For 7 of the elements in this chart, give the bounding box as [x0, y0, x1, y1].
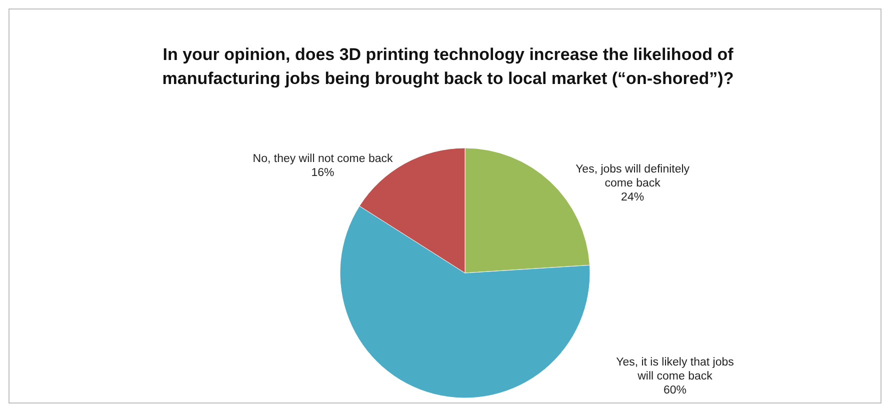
- slice-label: Yes, it is likely that jobs will come back: [616, 356, 734, 382]
- slice-label: No, they will not come back: [252, 152, 394, 165]
- chart-title: In your opinion, does 3D printing technology increase the likelihood of manufacturing jobs being brought back to local market (“on-shored”)?: [162, 45, 734, 88]
- data-label: 24%: [621, 191, 644, 204]
- data-label: 60%: [663, 384, 687, 396]
- data-label: 16%: [311, 166, 334, 179]
- slice-label: Yes, jobs will definitely come back: [576, 163, 690, 190]
